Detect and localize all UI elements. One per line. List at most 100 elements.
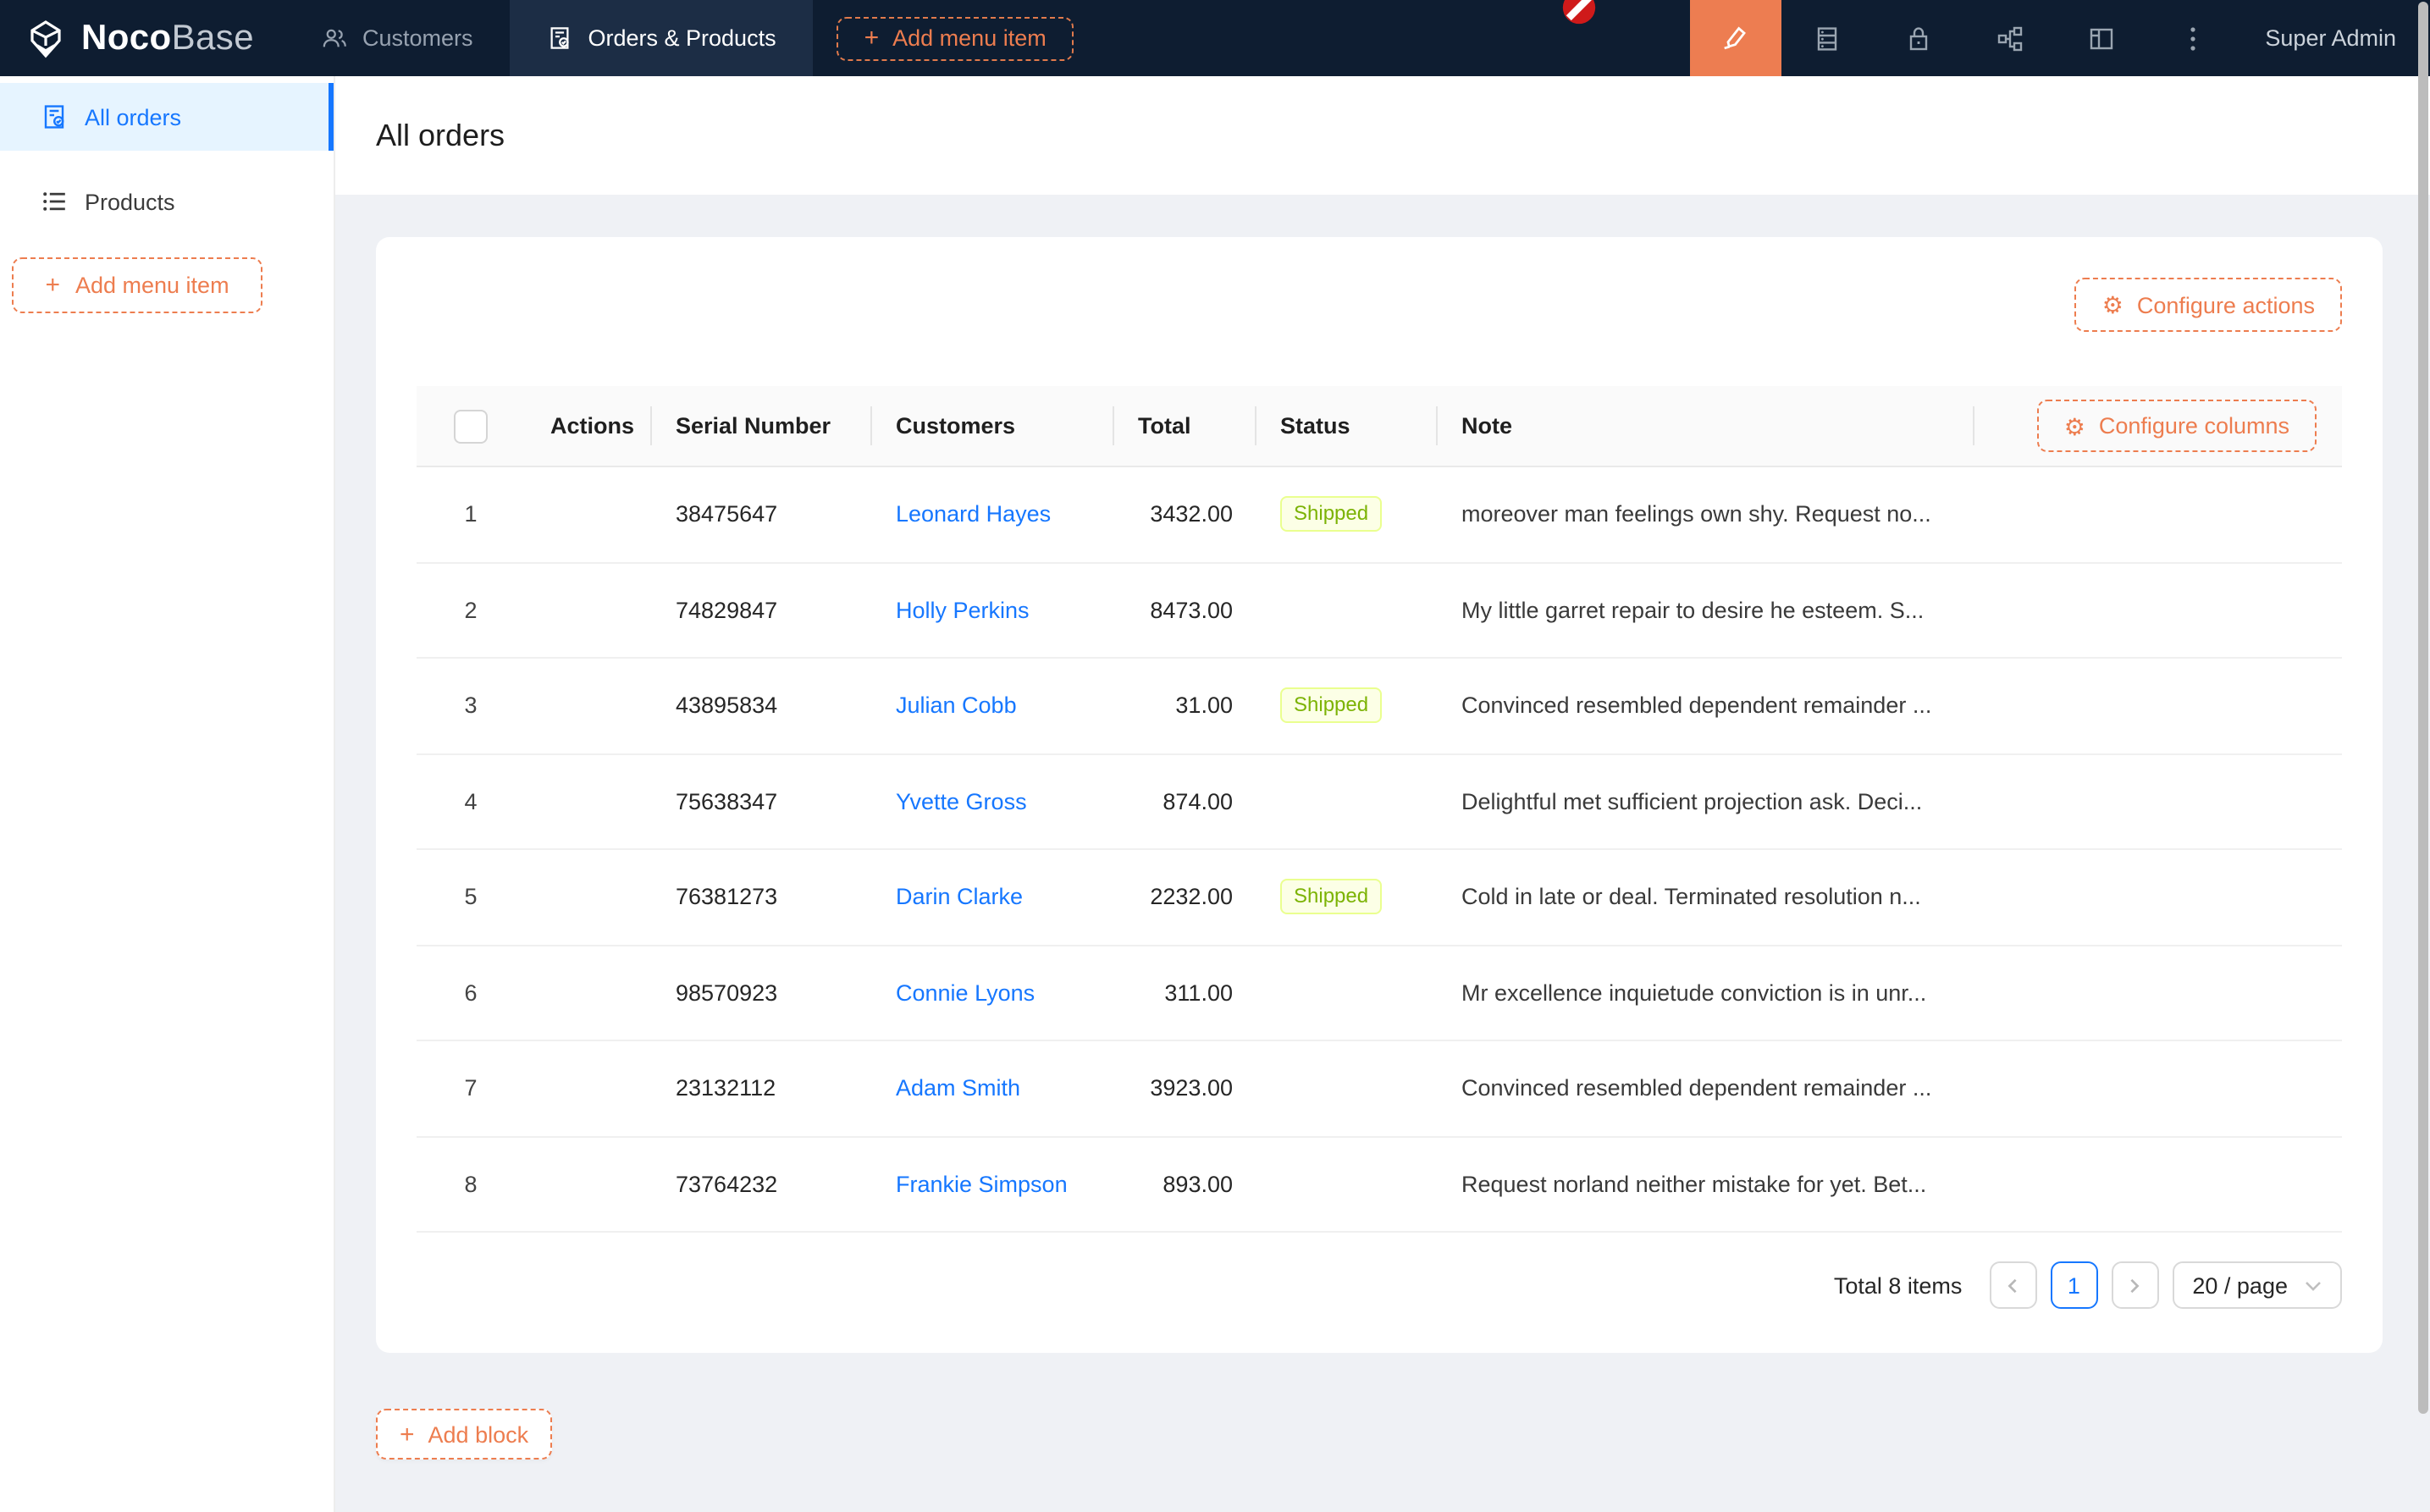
- pagination-prev-button[interactable]: [1989, 1261, 2037, 1309]
- gear-icon: ⚙: [2063, 412, 2085, 439]
- cell-serial: 43895834: [676, 693, 778, 719]
- cell-note: My little garret repair to desire he est…: [1461, 597, 1925, 623]
- row-index: 2: [464, 597, 478, 623]
- row-index: 4: [464, 788, 478, 814]
- layout-button[interactable]: [2055, 0, 2146, 76]
- cell-serial: 75638347: [676, 788, 778, 814]
- cell-total: 874.00: [1163, 788, 1233, 814]
- cell-total: 2232.00: [1150, 884, 1233, 910]
- table-row: 2 74829847 Holly Perkins 8473.00 My litt…: [417, 563, 2342, 659]
- cell-customer: Yvette Gross: [870, 789, 1113, 814]
- user-menu[interactable]: Super Admin: [2265, 25, 2396, 51]
- header-cell-status: Status: [1255, 386, 1436, 466]
- cell-total: 3432.00: [1150, 501, 1233, 527]
- cell-total: 893.00: [1163, 1171, 1233, 1197]
- cell-total: 3923.00: [1150, 1075, 1233, 1101]
- table-row: 4 75638347 Yvette Gross 874.00 Delightfu…: [417, 754, 2342, 850]
- nocobase-logo[interactable]: NocoBase: [0, 16, 284, 60]
- sidebar-item-label: Products: [85, 189, 175, 214]
- sidebar-item-products[interactable]: Products: [0, 168, 334, 235]
- configure-actions-button[interactable]: ⚙ Configure actions: [2074, 278, 2342, 332]
- cell-note: Delightful met sufficient projection ask…: [1461, 788, 1923, 814]
- cell-status: Shipped: [1255, 687, 1436, 724]
- cell-note: Cold in late or deal. Terminated resolut…: [1461, 884, 1921, 910]
- cell-customer: Darin Clarke: [870, 885, 1113, 910]
- add-block-label: Add block: [428, 1421, 529, 1447]
- lock-button[interactable]: [1872, 0, 1963, 76]
- chevron-down-icon: [2306, 1281, 2321, 1290]
- customer-link[interactable]: Darin Clarke: [896, 884, 1024, 910]
- database-icon: [1813, 25, 1840, 52]
- cell-total: 8473.00: [1150, 597, 1233, 623]
- nav-tab-customers[interactable]: Customers: [284, 0, 511, 76]
- page-size-value: 20 / page: [2192, 1272, 2288, 1298]
- cell-total: 311.00: [1164, 979, 1233, 1006]
- cell-note: Request norland neither mistake for yet.…: [1461, 1171, 1927, 1197]
- table-row: 6 98570923 Connie Lyons 311.00 Mr excell…: [417, 946, 2342, 1041]
- content-area: ⚙ Configure actions Actions Serial Numbe…: [335, 195, 2430, 1512]
- row-index: 8: [464, 1171, 478, 1197]
- unordered-list-icon: [41, 188, 68, 215]
- nav-tab-label: Customers: [362, 25, 473, 51]
- not-allowed-cursor-icon: [1560, 0, 1599, 27]
- nav-tab-orders-products[interactable]: Orders & Products: [510, 0, 814, 76]
- cell-note: Mr excellence inquietude conviction is i…: [1461, 979, 1927, 1006]
- customer-link[interactable]: Holly Perkins: [896, 597, 1030, 623]
- customer-link[interactable]: Julian Cobb: [896, 693, 1017, 719]
- plus-icon: +: [45, 271, 60, 300]
- cell-customer: Leonard Hayes: [870, 502, 1113, 527]
- plus-icon: +: [864, 24, 880, 52]
- highlight-pen-icon: [1720, 24, 1749, 52]
- apartment-button[interactable]: [1963, 0, 2055, 76]
- apartment-icon: [1996, 25, 2023, 52]
- table-body: 1 38475647 Leonard Hayes 3432.00 Shipped…: [417, 467, 2342, 1233]
- row-index: 1: [464, 501, 478, 527]
- database-button[interactable]: [1781, 0, 1872, 76]
- orders-table-block: ⚙ Configure actions Actions Serial Numbe…: [376, 237, 2383, 1353]
- select-all-checkbox[interactable]: [454, 409, 488, 443]
- customer-link[interactable]: Connie Lyons: [896, 979, 1036, 1006]
- top-navbar: NocoBase Customers Orders & Products +: [0, 0, 2430, 76]
- pagination-next-button[interactable]: [2111, 1261, 2159, 1309]
- more-dots-icon: [2189, 25, 2195, 52]
- cell-serial: 38475647: [676, 501, 778, 527]
- page-size-select[interactable]: 20 / page: [2172, 1261, 2342, 1309]
- cell-note: Convinced resembled dependent remainder …: [1461, 1075, 1932, 1101]
- pagination-page-1[interactable]: 1: [2050, 1261, 2098, 1309]
- more-options-button[interactable]: [2146, 0, 2238, 76]
- header-cell-note: Note: [1436, 386, 1973, 466]
- orders-table: Actions Serial Number Customers Total St…: [417, 386, 2342, 1233]
- table-row: 5 76381273 Darin Clarke 2232.00 Shipped …: [417, 850, 2342, 946]
- header-cell-customers: Customers: [870, 386, 1113, 466]
- customer-link[interactable]: Frankie Simpson: [896, 1171, 1068, 1197]
- header-cell-actions: Actions: [550, 413, 635, 439]
- sidebar-add-menu-item-button[interactable]: + Add menu item: [12, 257, 262, 313]
- cell-serial: 23132112: [676, 1075, 776, 1101]
- team-icon: [322, 25, 347, 51]
- status-tag: Shipped: [1280, 879, 1383, 915]
- customer-link[interactable]: Adam Smith: [896, 1075, 1021, 1101]
- configure-columns-button[interactable]: ⚙ Configure columns: [2036, 400, 2317, 452]
- cell-customer: Adam Smith: [870, 1076, 1113, 1101]
- sidebar-item-all-orders[interactable]: All orders: [0, 83, 334, 151]
- plus-icon: +: [400, 1420, 415, 1449]
- add-block-button[interactable]: + Add block: [376, 1409, 553, 1460]
- cell-note: moreover man feelings own shy. Request n…: [1461, 501, 1931, 527]
- table-header-row: Actions Serial Number Customers Total St…: [417, 386, 2342, 467]
- lock-icon: [1904, 25, 1931, 52]
- cell-status: Shipped: [1255, 879, 1436, 915]
- table-row: 7 23132112 Adam Smith 3923.00 Convinced …: [417, 1041, 2342, 1137]
- cell-serial: 74829847: [676, 597, 778, 623]
- order-document-icon: [548, 25, 573, 51]
- customer-link[interactable]: Leonard Hayes: [896, 501, 1052, 527]
- add-menu-item-label: Add menu item: [75, 273, 229, 298]
- cell-serial: 98570923: [676, 979, 778, 1006]
- cell-serial: 73764232: [676, 1171, 778, 1197]
- cell-status: Shipped: [1255, 496, 1436, 533]
- customer-link[interactable]: Yvette Gross: [896, 788, 1027, 814]
- window-scrollbar-thumb[interactable]: [2418, 2, 2427, 1414]
- ui-editor-button[interactable]: [1689, 0, 1781, 76]
- navbar-add-menu-item-button[interactable]: + Add menu item: [837, 16, 1074, 60]
- table-row: 1 38475647 Leonard Hayes 3432.00 Shipped…: [417, 467, 2342, 563]
